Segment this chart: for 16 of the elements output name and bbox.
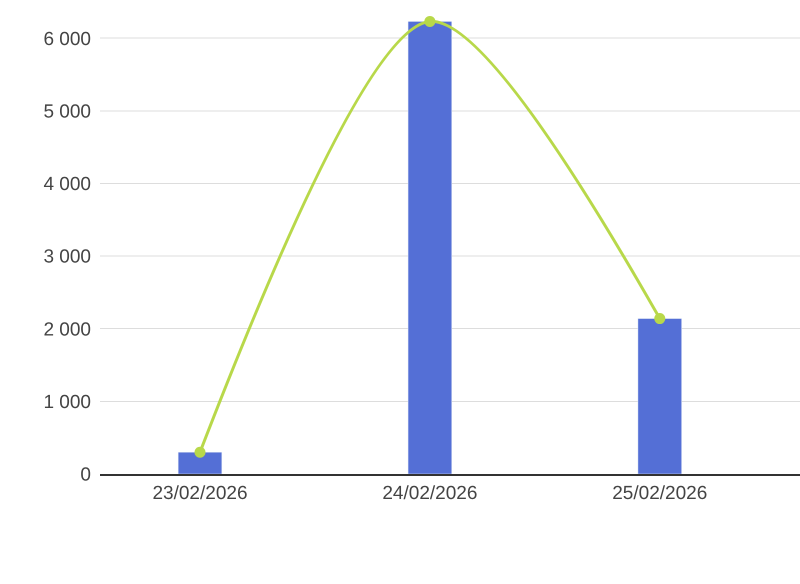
y-tick-label: 4 000: [43, 174, 91, 196]
x-tick-label: 25/02/2026: [612, 482, 708, 504]
y-tick-label: 5 000: [43, 101, 91, 122]
point: [424, 16, 436, 27]
x-tick-label: 23/02/2026: [152, 482, 248, 504]
y-tick-label: 1 000: [43, 392, 91, 414]
bar: [638, 318, 682, 474]
point: [194, 446, 206, 458]
bar: [178, 452, 222, 474]
y-tick-label: 3 000: [43, 246, 91, 268]
y-tick-label: 2 000: [43, 319, 91, 340]
x-tick-label: 24/02/2026: [382, 482, 478, 504]
y-tick-label: 0: [80, 464, 91, 486]
bar: [408, 21, 452, 474]
y-tick-label: 6 000: [43, 28, 91, 50]
point: [654, 313, 666, 324]
